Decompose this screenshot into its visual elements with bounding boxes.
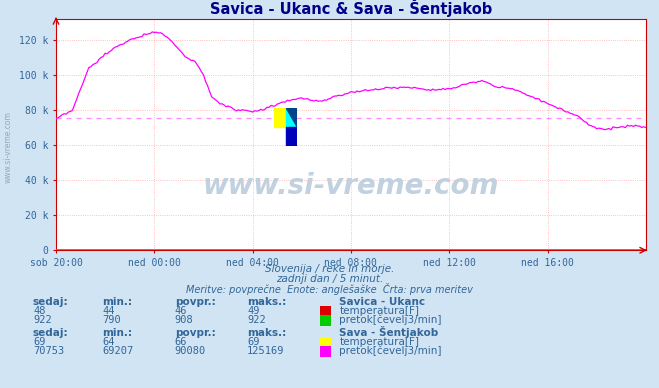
Text: Meritve: povprečne  Enote: anglešaške  Črta: prva meritev: Meritve: povprečne Enote: anglešaške Črt…	[186, 283, 473, 295]
Text: Sava - Šentjakob: Sava - Šentjakob	[339, 326, 439, 338]
Text: 46: 46	[175, 305, 187, 315]
Text: pretok[čevelj3/min]: pretok[čevelj3/min]	[339, 314, 442, 325]
Text: Savica - Ukanc: Savica - Ukanc	[339, 296, 426, 307]
Polygon shape	[286, 107, 297, 127]
Text: sedaj:: sedaj:	[33, 327, 69, 338]
Text: 70753: 70753	[33, 346, 64, 356]
Text: www.si-vreme.com: www.si-vreme.com	[203, 171, 499, 199]
Text: 64: 64	[102, 336, 115, 346]
Text: sedaj:: sedaj:	[33, 296, 69, 307]
Text: povpr.:: povpr.:	[175, 327, 215, 338]
Text: 69: 69	[247, 336, 260, 346]
Text: 48: 48	[33, 305, 45, 315]
Text: 69: 69	[33, 336, 45, 346]
Text: povpr.:: povpr.:	[175, 296, 215, 307]
Text: Slovenija / reke in morje.: Slovenija / reke in morje.	[265, 263, 394, 274]
Text: 90080: 90080	[175, 346, 206, 356]
Text: temperatura[F]: temperatura[F]	[339, 336, 419, 346]
Title: Savica - Ukanc & Sava - Šentjakob: Savica - Ukanc & Sava - Šentjakob	[210, 0, 492, 17]
Text: 790: 790	[102, 315, 121, 325]
Text: maks.:: maks.:	[247, 327, 287, 338]
Text: min.:: min.:	[102, 327, 132, 338]
Text: 44: 44	[102, 305, 115, 315]
Text: 69207: 69207	[102, 346, 133, 356]
Text: 66: 66	[175, 336, 187, 346]
Text: zadnji dan / 5 minut.: zadnji dan / 5 minut.	[276, 274, 383, 284]
Text: maks.:: maks.:	[247, 296, 287, 307]
Text: 125169: 125169	[247, 346, 285, 356]
Bar	[286, 127, 297, 146]
Text: 922: 922	[33, 315, 51, 325]
Text: min.:: min.:	[102, 296, 132, 307]
Text: pretok[čevelj3/min]: pretok[čevelj3/min]	[339, 345, 442, 356]
Bar	[286, 107, 297, 127]
Text: www.si-vreme.com: www.si-vreme.com	[3, 111, 13, 184]
Text: 922: 922	[247, 315, 266, 325]
Text: 49: 49	[247, 305, 260, 315]
Bar	[274, 107, 286, 127]
Text: 908: 908	[175, 315, 193, 325]
Text: temperatura[F]: temperatura[F]	[339, 305, 419, 315]
